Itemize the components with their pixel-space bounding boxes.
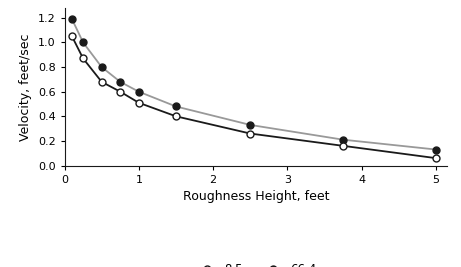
- 8.5: [136, 101, 142, 104]
- 66.4: [118, 80, 123, 84]
- 8.5: [433, 156, 439, 160]
- 66.4: [136, 90, 142, 93]
- 8.5: [99, 80, 105, 84]
- Line: 66.4: 66.4: [69, 15, 439, 153]
- 66.4: [173, 105, 179, 108]
- 66.4: [340, 138, 346, 141]
- Y-axis label: Velocity, feet/sec: Velocity, feet/sec: [19, 33, 32, 140]
- X-axis label: Roughness Height, feet: Roughness Height, feet: [183, 190, 329, 203]
- 8.5: [173, 115, 179, 118]
- 8.5: [118, 90, 123, 93]
- Line: 8.5: 8.5: [69, 33, 439, 162]
- Legend: 8.5, 66.4: 8.5, 66.4: [190, 258, 321, 267]
- 66.4: [80, 41, 86, 44]
- 8.5: [80, 57, 86, 60]
- 66.4: [248, 123, 253, 127]
- 8.5: [69, 35, 75, 38]
- 66.4: [99, 65, 105, 69]
- 8.5: [340, 144, 346, 147]
- 66.4: [433, 148, 439, 151]
- 8.5: [248, 132, 253, 135]
- 66.4: [69, 17, 75, 21]
